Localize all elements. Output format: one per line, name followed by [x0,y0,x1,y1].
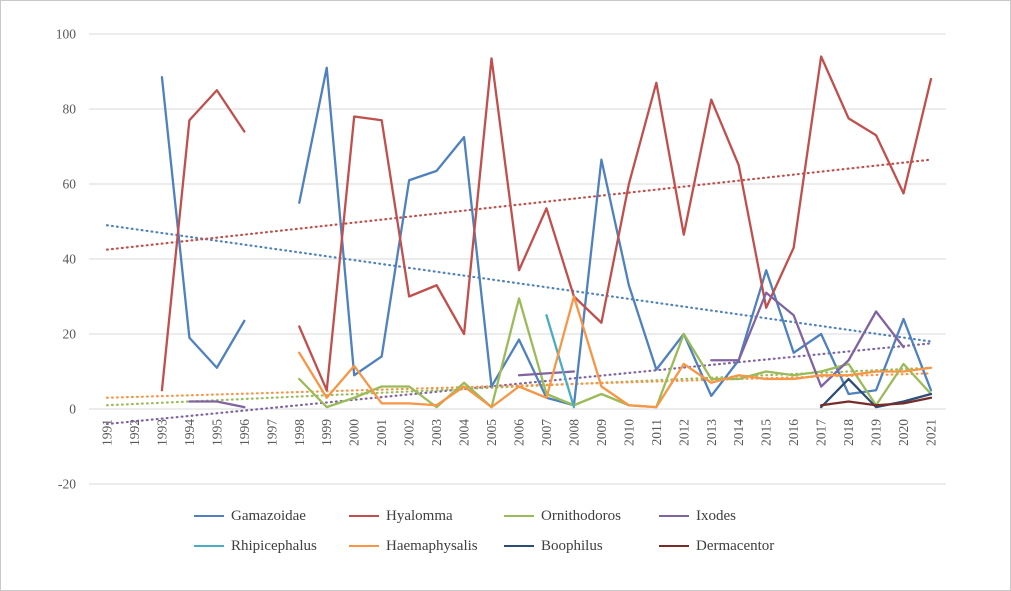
x-axis-label: 2010 [621,419,636,446]
x-axis-label: 2001 [374,419,389,446]
legend-swatch-gamazoidae [194,514,224,518]
legend-swatch-rhipicephalus [194,544,224,548]
y-axis-label: 0 [69,402,76,417]
legend-row-2: Rhipicephalus Haemaphysalis Boophilus De… [194,531,1010,561]
legend-swatch-dermacentor [659,544,689,548]
legend-label-rhipicephalus: Rhipicephalus [231,537,317,554]
x-axis-label: 2013 [704,419,719,446]
legend-swatch-ixodes [659,514,689,518]
series-line-dermacentor [819,396,933,407]
x-axis-label: 2021 [924,419,939,446]
series-line-boophilus [819,377,933,409]
legend: Gamazoidae Hyalomma Ornithodoros Ixodes … [1,501,1010,561]
x-axis-label: 2000 [347,419,362,446]
x-axis-label: 1992 [127,419,142,446]
x-axis-label: 1994 [182,419,197,446]
x-axis-label: 1991 [100,419,115,446]
legend-item-rhipicephalus[interactable]: Rhipicephalus [194,537,349,554]
chart-area: 100 80 60 40 20 0 -20 1991 1992 1993 1994 1995 1996 1… [1,1,1010,499]
legend-label-boophilus: Boophilus [541,537,603,554]
series-line-ixodes [517,370,576,377]
series-line-gamazoidae [298,66,933,407]
x-axis-label: 2014 [731,419,746,446]
legend-item-ornithodoros[interactable]: Ornithodoros [504,507,659,524]
legend-item-dermacentor[interactable]: Dermacentor [659,537,814,554]
x-axis-label: 2005 [484,419,499,446]
x-axis-label: 1996 [237,419,252,446]
series-line-rhipicephalus [545,314,576,409]
legend-item-ixodes[interactable]: Ixodes [659,507,814,524]
x-axis-label: 2007 [539,419,554,446]
trendline-ixodes [105,342,933,426]
trendline-hyalomma [105,158,933,251]
legend-label-ixodes: Ixodes [696,507,736,524]
legend-row-1: Gamazoidae Hyalomma Ornithodoros Ixodes [194,501,1010,531]
x-axis-label: 2011 [649,419,664,446]
legend-swatch-ornithodoros [504,514,534,518]
legend-item-hyalomma[interactable]: Hyalomma [349,507,504,524]
legend-label-haemaphysalis: Haemaphysalis [386,537,478,554]
legend-label-ornithodoros: Ornithodoros [541,507,621,524]
x-axis-label: 2006 [512,419,527,446]
x-axis-label: 2008 [566,419,581,446]
series-line-hyalomma [298,55,933,392]
chart-plot: 100 80 60 40 20 0 -20 1991 1992 1993 1994 1995 1996 1… [56,27,946,492]
legend-label-gamazoidae: Gamazoidae [231,507,306,524]
x-axis-label: 2018 [841,419,856,446]
x-axis-label: 1997 [264,419,279,446]
trendline-gamazoidae [105,224,933,343]
x-axis-label: 2012 [676,419,691,446]
x-axis-label: 2017 [814,419,829,446]
legend-swatch-boophilus [504,544,534,548]
legend-item-haemaphysalis[interactable]: Haemaphysalis [349,537,504,554]
y-axis-label: 20 [63,327,77,342]
x-axis-label: 1995 [209,419,224,446]
y-axis-label: 40 [63,252,77,267]
legend-swatch-haemaphysalis [349,544,379,548]
x-axis-label: 2002 [402,419,417,446]
legend-swatch-hyalomma [349,514,379,518]
y-axis-label: 80 [63,102,77,117]
series-line-hyalomma [160,89,246,392]
series-line-ixodes [710,291,905,388]
series-line-ornithodoros [298,297,933,409]
y-axis-label: 100 [56,27,77,42]
x-axis-label: 1993 [154,419,169,446]
x-axis-label: 2004 [457,419,472,446]
legend-label-hyalomma: Hyalomma [386,507,453,524]
legend-label-dermacentor: Dermacentor [696,537,775,554]
x-axis-label: 2015 [759,419,774,446]
x-axis-label: 2019 [869,419,884,446]
legend-item-boophilus[interactable]: Boophilus [504,537,659,554]
legend-item-gamazoidae[interactable]: Gamazoidae [194,507,349,524]
y-axis-label: -20 [58,477,76,492]
x-axis-label: 2003 [429,419,444,446]
x-axis-label: 1999 [319,419,334,446]
x-axis-label: 1998 [292,419,307,446]
x-axis-label: 2009 [594,419,609,446]
series-line-gamazoidae [160,75,246,369]
series-line-ixodes [188,400,246,409]
series-line-haemaphysalis [298,295,933,409]
x-axis-label: 2016 [786,419,801,446]
y-axis-label: 60 [63,177,77,192]
x-axis-label: 2020 [896,419,911,446]
